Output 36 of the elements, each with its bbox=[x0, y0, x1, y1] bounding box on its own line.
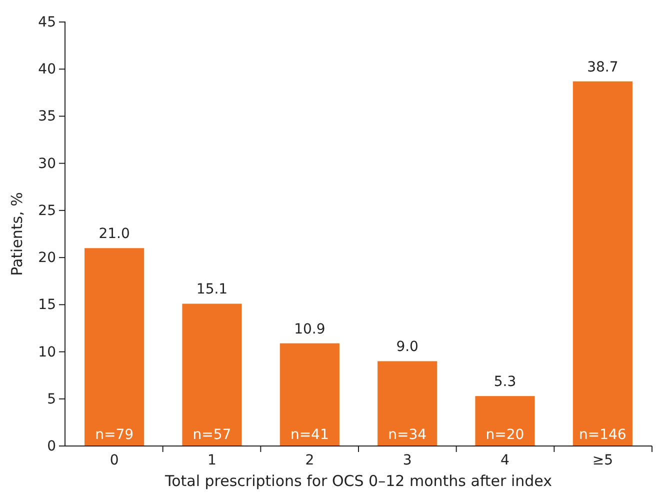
y-tick-label: 45 bbox=[38, 14, 56, 30]
bar bbox=[378, 361, 438, 446]
data-label: 10.9 bbox=[294, 321, 326, 338]
x-tick-label: 3 bbox=[402, 452, 412, 468]
y-tick-label: 10 bbox=[38, 344, 56, 360]
x-tick-label: ≥5 bbox=[592, 452, 613, 468]
data-label: 9.0 bbox=[396, 339, 418, 356]
annotation: n=34 bbox=[388, 427, 427, 443]
y-tick-label: 40 bbox=[38, 62, 56, 78]
annotation: n=146 bbox=[579, 427, 626, 443]
annotation: n=20 bbox=[486, 427, 524, 443]
y-tick-label: 35 bbox=[38, 108, 56, 125]
x-tick-label: 1 bbox=[208, 452, 216, 468]
bar bbox=[280, 343, 340, 446]
x-axis-title: Total prescriptions for OCS 0–12 months after index bbox=[164, 472, 552, 490]
data-label: 15.1 bbox=[196, 282, 228, 298]
y-tick-label: 30 bbox=[38, 156, 56, 172]
y-tick-label: 5 bbox=[47, 391, 56, 408]
bar bbox=[182, 304, 242, 446]
y-tick-label: 25 bbox=[38, 202, 56, 219]
x-tick-label: 2 bbox=[305, 452, 314, 468]
y-tick-label: 0 bbox=[47, 438, 56, 454]
bar bbox=[475, 396, 535, 446]
y-axis-title: Patients, % bbox=[8, 192, 26, 276]
annotation: n=57 bbox=[192, 427, 232, 443]
data-label: 21.0 bbox=[98, 226, 130, 242]
bar bbox=[84, 248, 144, 446]
y-tick-label: 15 bbox=[38, 297, 56, 314]
bar bbox=[572, 81, 632, 446]
annotation: n=41 bbox=[290, 427, 329, 443]
data-label: 38.7 bbox=[587, 59, 618, 76]
annotation: n=79 bbox=[95, 427, 134, 443]
y-tick-label: 20 bbox=[38, 250, 56, 266]
x-tick-label: 4 bbox=[500, 452, 510, 468]
x-tick-label: 0 bbox=[110, 452, 119, 468]
data-label: 5.3 bbox=[494, 374, 516, 390]
